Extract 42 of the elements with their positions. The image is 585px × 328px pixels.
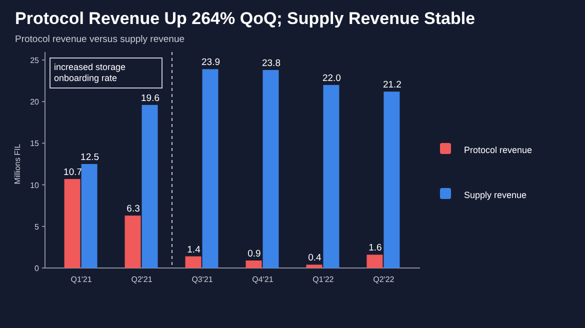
annotation: increased storage onboarding rate [54,62,126,83]
x-tick-label: Q2'21 [131,275,153,284]
data-label: 12.5 [80,152,100,163]
y-axis-title: Millions FIL [13,143,22,184]
data-label: 22.0 [322,72,341,84]
x-tick-label: Q4'21 [252,275,274,284]
data-label: 23.9 [202,57,220,68]
legend-label: Protocol revenue [464,145,532,155]
chart-subtitle: Protocol revenue versus supply revenue [15,34,185,45]
bar [202,69,218,268]
data-label: 19.6 [141,92,160,104]
bar [262,70,279,268]
y-tick-label: 15 [30,139,40,148]
data-label: 1.6 [368,242,382,254]
x-tick-label: Q1'22 [312,275,334,284]
bar [323,84,340,268]
chart-title: Protocol Revenue Up 264% QoQ; Supply Revenue Stable [15,9,476,28]
x-tick-label: Q2'22 [373,275,395,284]
bar [124,216,141,268]
y-tick-label: 5 [34,222,40,232]
data-label: 10.7 [64,166,82,178]
y-tick-label: 0 [34,264,40,273]
bar [64,178,80,268]
bar [306,264,322,268]
y-tick-label: 20 [30,98,40,107]
data-label: 0.4 [308,252,322,264]
bar [185,256,202,268]
data-label: 1.4 [187,244,200,256]
bar [246,260,262,268]
x-tick-label: Q1'21 [70,275,92,284]
y-tick-label: 10 [30,180,40,190]
bar [366,254,383,268]
bar [384,92,400,268]
x-tick-label: Q3'21 [192,275,214,284]
bar [81,164,98,268]
data-label: 0.9 [248,248,261,260]
bar [142,104,158,268]
data-label: 6.3 [126,204,140,215]
data-label: 21.2 [382,80,402,91]
y-tick-label: 25 [30,56,40,65]
legend-label: Supply revenue [464,190,527,200]
data-label: 23.8 [262,58,280,69]
